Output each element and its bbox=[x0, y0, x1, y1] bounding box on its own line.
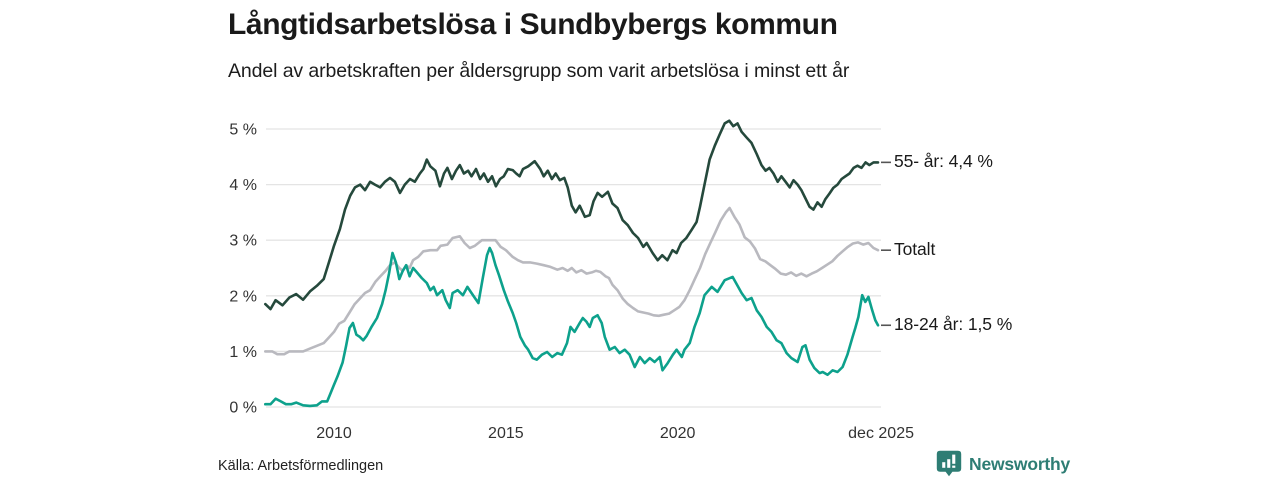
series-line-18-24-ar bbox=[263, 246, 880, 408]
brand-name: Newsworthy bbox=[969, 453, 1071, 474]
series-label-55-ar: 55- år: 4,4 % bbox=[894, 151, 993, 172]
y-tick-label: 5 % bbox=[229, 122, 257, 139]
y-tick-label: 2 % bbox=[229, 288, 257, 305]
series-label-totalt: Totalt bbox=[894, 239, 936, 260]
series-label-18-24-ar: 18-24 år: 1,5 % bbox=[894, 314, 1013, 335]
page-title: Långtidsarbetslösa i Sundbybergs kommun bbox=[228, 8, 838, 41]
x-tick-label: 2015 bbox=[488, 425, 524, 442]
x-tick-label: dec 2025 bbox=[848, 425, 914, 442]
chart-subtitle: Andel av arbetskraften per åldersgrupp s… bbox=[228, 60, 850, 82]
y-tick-label: 3 % bbox=[229, 233, 257, 250]
source-note: Källa: Arbetsförmedlingen bbox=[218, 458, 384, 474]
brand-logo: Newsworthy bbox=[936, 450, 1070, 478]
y-tick-label: 4 % bbox=[229, 177, 257, 194]
newsworthy-bar-chart-bubble-icon bbox=[936, 450, 962, 477]
x-tick-label: 2020 bbox=[660, 425, 696, 442]
y-tick-label: 1 % bbox=[229, 344, 257, 361]
series-line-55-ar bbox=[263, 119, 880, 311]
x-tick-label: 2010 bbox=[316, 425, 352, 442]
y-tick-label: 0 % bbox=[229, 400, 257, 417]
series-line-totalt bbox=[263, 206, 880, 356]
